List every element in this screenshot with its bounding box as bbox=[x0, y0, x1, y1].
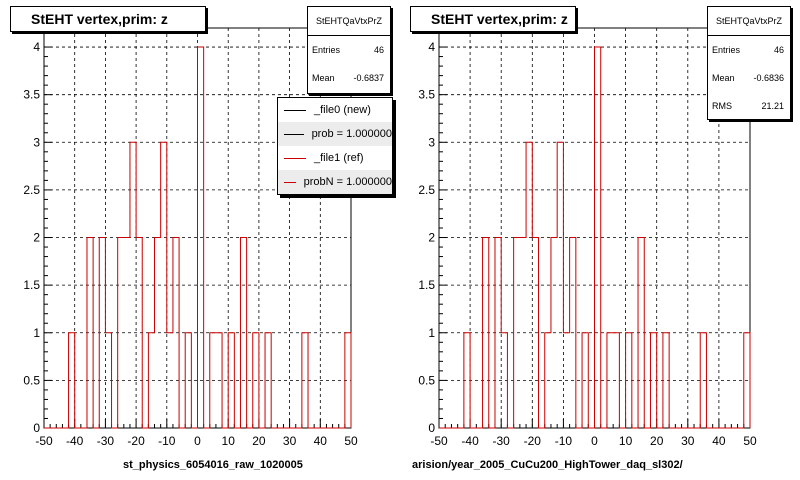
legend-swatch-red bbox=[284, 157, 306, 159]
stats-box-1-name: StEHTQaVtxPrZ bbox=[308, 7, 390, 36]
panel-1-y-tick-label: 1 bbox=[33, 326, 40, 340]
panel-1-x-tick-label: 20 bbox=[252, 434, 266, 448]
legend-label: _file1 (ref) bbox=[314, 152, 364, 164]
legend-label: prob = 1.000000 bbox=[311, 128, 392, 140]
panel-2-x-tick-label: -40 bbox=[461, 434, 479, 448]
stats-box-2-row-rms: RMS 21.21 bbox=[708, 92, 790, 120]
panel-1-y-tick-label: 2 bbox=[33, 231, 40, 245]
panel-2-x-tick-label: -10 bbox=[555, 434, 573, 448]
stats-label: RMS bbox=[712, 101, 732, 111]
panel-1-y-tick-label: 3.5 bbox=[23, 88, 40, 102]
panel-2-y-tick-label: 1 bbox=[428, 326, 435, 340]
stats-box-2-row-entries: Entries 46 bbox=[708, 36, 790, 64]
panel-1-histogram-series bbox=[44, 46, 352, 429]
legend-item-probn: probN = 1.000000 bbox=[278, 170, 392, 194]
panel-1-x-tick-label: 50 bbox=[344, 434, 358, 448]
legend-item-file0: _file0 (new) bbox=[278, 98, 392, 122]
panel-1-y-tick-label: 0.5 bbox=[23, 373, 40, 387]
histogram-title-2: StEHT vertex,prim: z bbox=[410, 6, 576, 32]
panel-1-x-tick-label: -30 bbox=[97, 434, 115, 448]
stats-value: 46 bbox=[373, 45, 384, 55]
panel-1-x-tick-label: 0 bbox=[194, 434, 201, 448]
panel-2-y-tick-label: 2 bbox=[428, 231, 435, 245]
panel-2-y-tick-label: 0 bbox=[428, 421, 435, 435]
stats-box-1-row-mean: Mean -0.6837 bbox=[308, 64, 390, 92]
panel-2-x-tick-label: 30 bbox=[681, 434, 695, 448]
legend-label: _file0 (new) bbox=[314, 104, 371, 116]
panel-2-y-tick-label: 3.5 bbox=[418, 88, 435, 102]
stats-value: -0.6837 bbox=[353, 73, 384, 83]
panel-2-y-tick-label: 1.5 bbox=[418, 278, 435, 292]
stats-label: Mean bbox=[712, 73, 735, 83]
panel-1-x-tick-label: -10 bbox=[158, 434, 176, 448]
footer-filename-1: st_physics_6054016_raw_1020005 bbox=[123, 459, 303, 471]
legend-item-file1: _file1 (ref) bbox=[278, 146, 392, 170]
legend-label: probN = 1.000000 bbox=[303, 176, 392, 188]
panel-1-y-tick-label: 2.5 bbox=[23, 183, 40, 197]
stats-box-1-row-entries: Entries 46 bbox=[308, 36, 390, 64]
panel-2-y-tick-label: 3 bbox=[428, 135, 435, 149]
panel-2-x-tick-label: -30 bbox=[493, 434, 511, 448]
legend-item-prob: prob = 1.000000 bbox=[278, 122, 392, 146]
panel-2-x-tick-label: 10 bbox=[619, 434, 633, 448]
panel-2-x-tick-label: -50 bbox=[430, 434, 448, 448]
stats-label: Entries bbox=[712, 45, 741, 55]
histogram-title-2-text: StEHT vertex,prim: z bbox=[431, 11, 568, 27]
histogram-title-1: StEHT vertex,prim: z bbox=[10, 6, 206, 32]
stats-value: 46 bbox=[773, 45, 784, 55]
panel-2-y-tick-label: 0.5 bbox=[418, 373, 435, 387]
panel-2-x-tick-label: 40 bbox=[712, 434, 726, 448]
panel-2-x-tick-label: 20 bbox=[650, 434, 664, 448]
legend-swatch-black bbox=[284, 133, 304, 135]
panel-1-x-tick-label: -20 bbox=[127, 434, 145, 448]
legend-swatch-black bbox=[284, 109, 306, 111]
panel-1-y-tick-label: 1.5 bbox=[23, 278, 40, 292]
histogram-title-1-text: StEHT vertex,prim: z bbox=[31, 11, 168, 27]
stats-label: Mean bbox=[312, 73, 335, 83]
stats-box-2-row-mean: Mean -0.6836 bbox=[708, 64, 790, 92]
panel-1-x-tick-label: 30 bbox=[283, 434, 297, 448]
panel-1-x-tick-label: 40 bbox=[314, 434, 328, 448]
panel-2-y-tick-label: 4 bbox=[428, 40, 435, 54]
panel-1-x-tick-label: 10 bbox=[222, 434, 236, 448]
legend-box: _file0 (new) prob = 1.000000 _file1 (ref… bbox=[277, 97, 393, 195]
stats-label: Entries bbox=[312, 45, 341, 55]
panel-2-x-tick-label: 0 bbox=[591, 434, 598, 448]
stats-value: -0.6836 bbox=[753, 73, 784, 83]
legend-swatch-red bbox=[284, 181, 296, 183]
stats-box-1: StEHTQaVtxPrZ Entries 46 Mean -0.6837 bbox=[307, 6, 391, 94]
footer-filename-2: arision/year_2005_CuCu200_HighTower_daq_… bbox=[412, 459, 683, 471]
panel-2-x-tick-label: 50 bbox=[743, 434, 757, 448]
panel-2-histogram-series bbox=[439, 46, 751, 429]
panel-1-x-tick-label: -50 bbox=[35, 434, 53, 448]
panel-1-y-tick-label: 4 bbox=[33, 40, 40, 54]
panel-1-y-tick-label: 3 bbox=[33, 135, 40, 149]
stats-value: 21.21 bbox=[761, 101, 784, 111]
stats-box-2: StEHTQaVtxPrZ Entries 46 Mean -0.6836 RM… bbox=[707, 6, 791, 120]
panel-2-y-tick-label: 2.5 bbox=[418, 183, 435, 197]
panel-2-x-tick-label: -20 bbox=[524, 434, 542, 448]
panel-1-y-tick-label: 0 bbox=[33, 421, 40, 435]
stats-box-2-name: StEHTQaVtxPrZ bbox=[708, 7, 790, 36]
panel-1-x-tick-label: -40 bbox=[66, 434, 84, 448]
